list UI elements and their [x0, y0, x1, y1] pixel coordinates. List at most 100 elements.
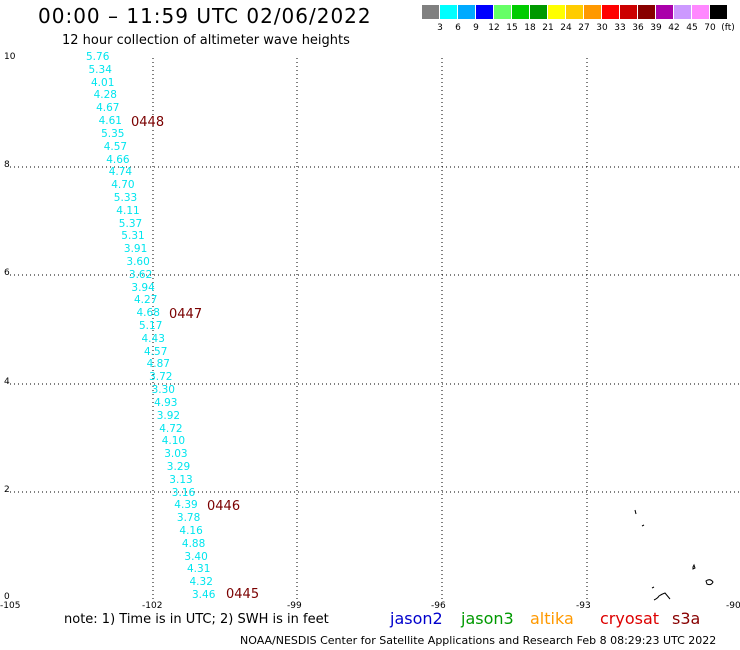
island-outline	[641, 524, 645, 527]
colorbar-swatch	[422, 5, 439, 19]
colorbar-swatch	[476, 5, 493, 19]
lon-tick-label: -93	[576, 601, 591, 611]
wave-height-label: 4.70	[111, 179, 135, 192]
wave-height-label: 3.29	[166, 460, 191, 473]
wave-height-label: 3.16	[171, 486, 196, 499]
satellite-legend-altika: altika	[530, 609, 574, 628]
wave-height-label: 3.13	[169, 473, 193, 486]
colorbar-swatch	[530, 5, 547, 19]
wave-height-label: 4.32	[189, 576, 213, 589]
satellite-legend-cryosat: cryosat	[600, 609, 660, 628]
wave-height-label: 4.88	[181, 537, 206, 550]
colorbar-swatch	[638, 5, 655, 19]
satellite-legend-s3a: s3a	[672, 609, 701, 628]
lat-tick-label: 2	[4, 485, 10, 495]
colorbar-label: 33	[614, 23, 626, 33]
colorbar-swatch	[602, 5, 619, 19]
wave-height-label: 4.74	[108, 166, 133, 179]
lon-tick-label: -102	[142, 601, 163, 611]
colorbar-label: 18	[524, 23, 536, 33]
wave-height-label: 3.78	[176, 512, 201, 525]
wave-height-label: 4.67	[96, 102, 120, 115]
colorbar-label: 12	[488, 23, 500, 33]
lat-tick-label: 4	[4, 377, 10, 387]
colorbar-swatch	[692, 5, 709, 19]
island-outline	[692, 563, 696, 570]
wave-height-label: 4.57	[103, 140, 128, 153]
colorbar-swatch	[566, 5, 583, 19]
wave-height-label: 4.61	[98, 115, 122, 127]
wave-height-label: 4.68	[136, 307, 160, 320]
wave-height-label: 4.10	[161, 435, 186, 448]
colorbar-swatch	[620, 5, 637, 19]
lon-tick-label: -96	[431, 601, 446, 611]
galapagos-islands	[634, 509, 714, 601]
lon-tick-label: -90	[726, 601, 740, 611]
wave-height-label: 4.57	[144, 345, 168, 358]
wave-height-label: 3.92	[156, 409, 181, 422]
map-subtitle: 12 hour collection of altimeter wave hei…	[62, 33, 350, 48]
colorbar-label: 36	[632, 23, 644, 33]
wave-height-label: 5.37	[118, 217, 143, 230]
island-outline	[653, 592, 671, 601]
credit-line: NOAA/NESDIS Center for Satellite Applica…	[240, 634, 717, 647]
colorbar-label: 70	[704, 23, 716, 33]
wave-height-label: 4.16	[179, 525, 203, 537]
lon-tick-label: -99	[287, 601, 302, 611]
colorbar-label: 3	[437, 23, 443, 33]
island-outline	[705, 579, 714, 586]
wave-height-label: 3.60	[126, 256, 150, 268]
colorbar-label: 24	[560, 23, 572, 33]
wave-height-label: 4.87	[146, 358, 170, 371]
colorbar-swatch	[674, 5, 691, 19]
pass-time-label: 0446	[207, 499, 241, 514]
colorbar-swatch	[458, 5, 475, 19]
wave-height-label: 3.72	[149, 371, 173, 384]
graticule	[10, 58, 740, 600]
wave-height-label: 3.30	[151, 384, 175, 396]
colorbar-label: 45	[686, 23, 698, 33]
wave-height-label: 3.46	[192, 589, 216, 601]
lat-tick-label: 10	[4, 52, 16, 62]
colorbar-swatch	[440, 5, 457, 19]
satellite-legend-jason3: jason3	[461, 609, 514, 628]
wave-height-label: 3.94	[131, 281, 155, 294]
wave-height-label: 4.11	[116, 204, 140, 217]
pass-time-label: 0448	[131, 115, 165, 130]
wave-height-label: 5.33	[113, 191, 138, 204]
pass-time-label: 0447	[169, 307, 203, 322]
wave-height-label: 4.43	[141, 332, 165, 345]
colorbar-swatch	[512, 5, 529, 19]
colorbar-label: 21	[542, 23, 554, 33]
colorbar-label: 9	[473, 23, 479, 33]
colorbar-label: 6	[455, 23, 461, 33]
wave-height-label: 3.40	[184, 550, 208, 563]
colorbar-label: 30	[596, 23, 608, 33]
lat-tick-label: 6	[4, 268, 10, 278]
wave-height-label: 3.03	[164, 448, 188, 461]
wave-height-label: 3.91	[123, 243, 148, 256]
lat-tick-label: 0	[4, 592, 10, 602]
map-title: 00:00 – 11:59 UTC 02/06/2022	[38, 4, 372, 28]
wave-height-label: 5.31	[121, 230, 145, 243]
colorbar-unit: (ft)	[721, 23, 735, 33]
island-outline	[651, 586, 655, 589]
wave-height-label: 4.39	[174, 499, 198, 512]
wave-height-label: 4.31	[187, 563, 211, 576]
colorbar-swatch	[548, 5, 565, 19]
wave-height-label: 5.76	[86, 51, 110, 63]
wave-height-label: 4.93	[154, 396, 178, 409]
wave-height-label: 5.34	[88, 63, 112, 76]
colorbar-label: 42	[668, 23, 680, 33]
lat-tick-label: 8	[4, 160, 10, 170]
colorbar-label: 27	[578, 23, 590, 33]
colorbar-label: 15	[506, 23, 518, 33]
colorbar-swatch	[710, 5, 727, 19]
island-outline	[634, 509, 637, 515]
wave-height-label: 5.35	[101, 127, 125, 140]
wave-height-label: 4.72	[159, 422, 183, 435]
pass-time-label: 0445	[226, 587, 260, 602]
wave-height-label: 3.62	[128, 268, 153, 281]
legend-note: note: 1) Time is in UTC; 2) SWH is in fe…	[64, 612, 329, 627]
